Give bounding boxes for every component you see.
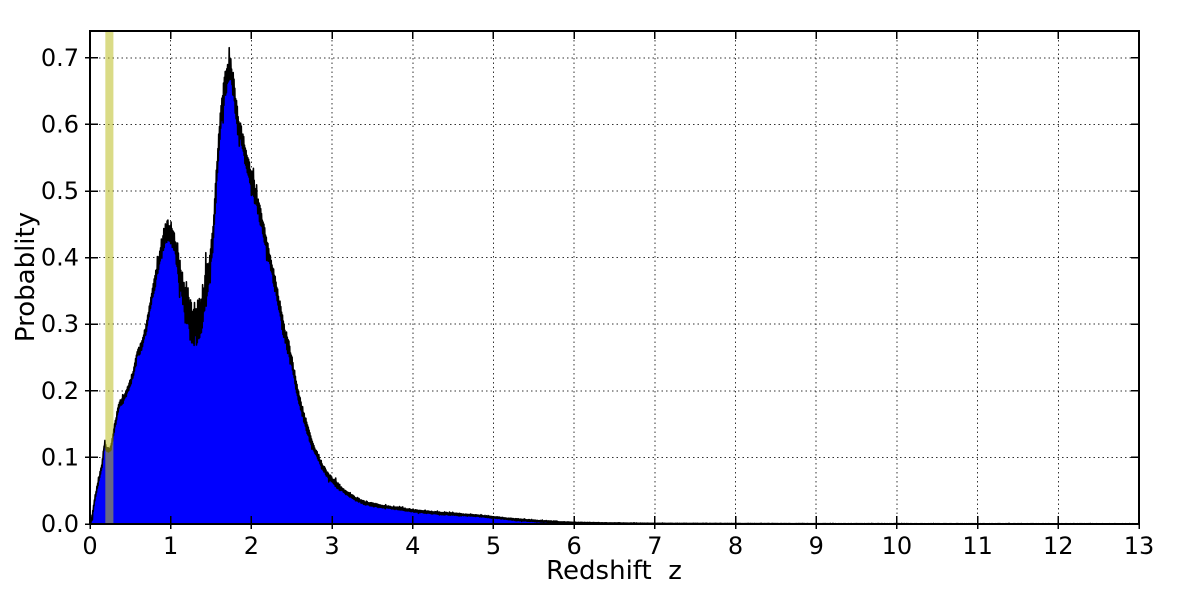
y-tick-label: 0.1 [41,443,79,471]
redshift-marker-band [105,31,114,524]
x-tick-label: 3 [324,532,339,560]
x-tick-label: 4 [405,532,420,560]
y-tick-label: 0.5 [41,177,79,205]
density-area [90,47,1139,524]
y-tick-label: 0.7 [41,44,79,72]
y-tick-label: 0.3 [41,310,79,338]
tick-labels: 0 1 2 3 4 5 6 7 8 9 10 11 12 130.00.10.20.30.40.50.60… [41,44,1154,560]
x-tick-label: 11 [962,532,993,560]
x-tick-label: 8 [728,532,743,560]
x-tick-label: 13 [1124,532,1155,560]
x-tick-label: 6 [567,532,582,560]
x-tick-label: 1 [163,532,178,560]
x-tick-label: 9 [809,532,824,560]
y-tick-label: 0.0 [41,510,79,538]
x-axis-label: Redshift z [546,556,682,586]
x-tick-label: 12 [1043,532,1074,560]
x-tick-label: 10 [882,532,913,560]
x-tick-label: 5 [486,532,501,560]
x-tick-label: 2 [244,532,259,560]
y-axis-label: Probablity [11,211,41,343]
x-tick-label: 0 [82,532,97,560]
y-tick-label: 0.4 [41,244,79,272]
x-tick-label: 7 [647,532,662,560]
gridlines [90,31,1139,524]
y-tick-label: 0.2 [41,377,79,405]
ticks [85,31,1140,529]
y-tick-label: 0.6 [41,110,79,138]
axes-spines [89,30,1140,525]
